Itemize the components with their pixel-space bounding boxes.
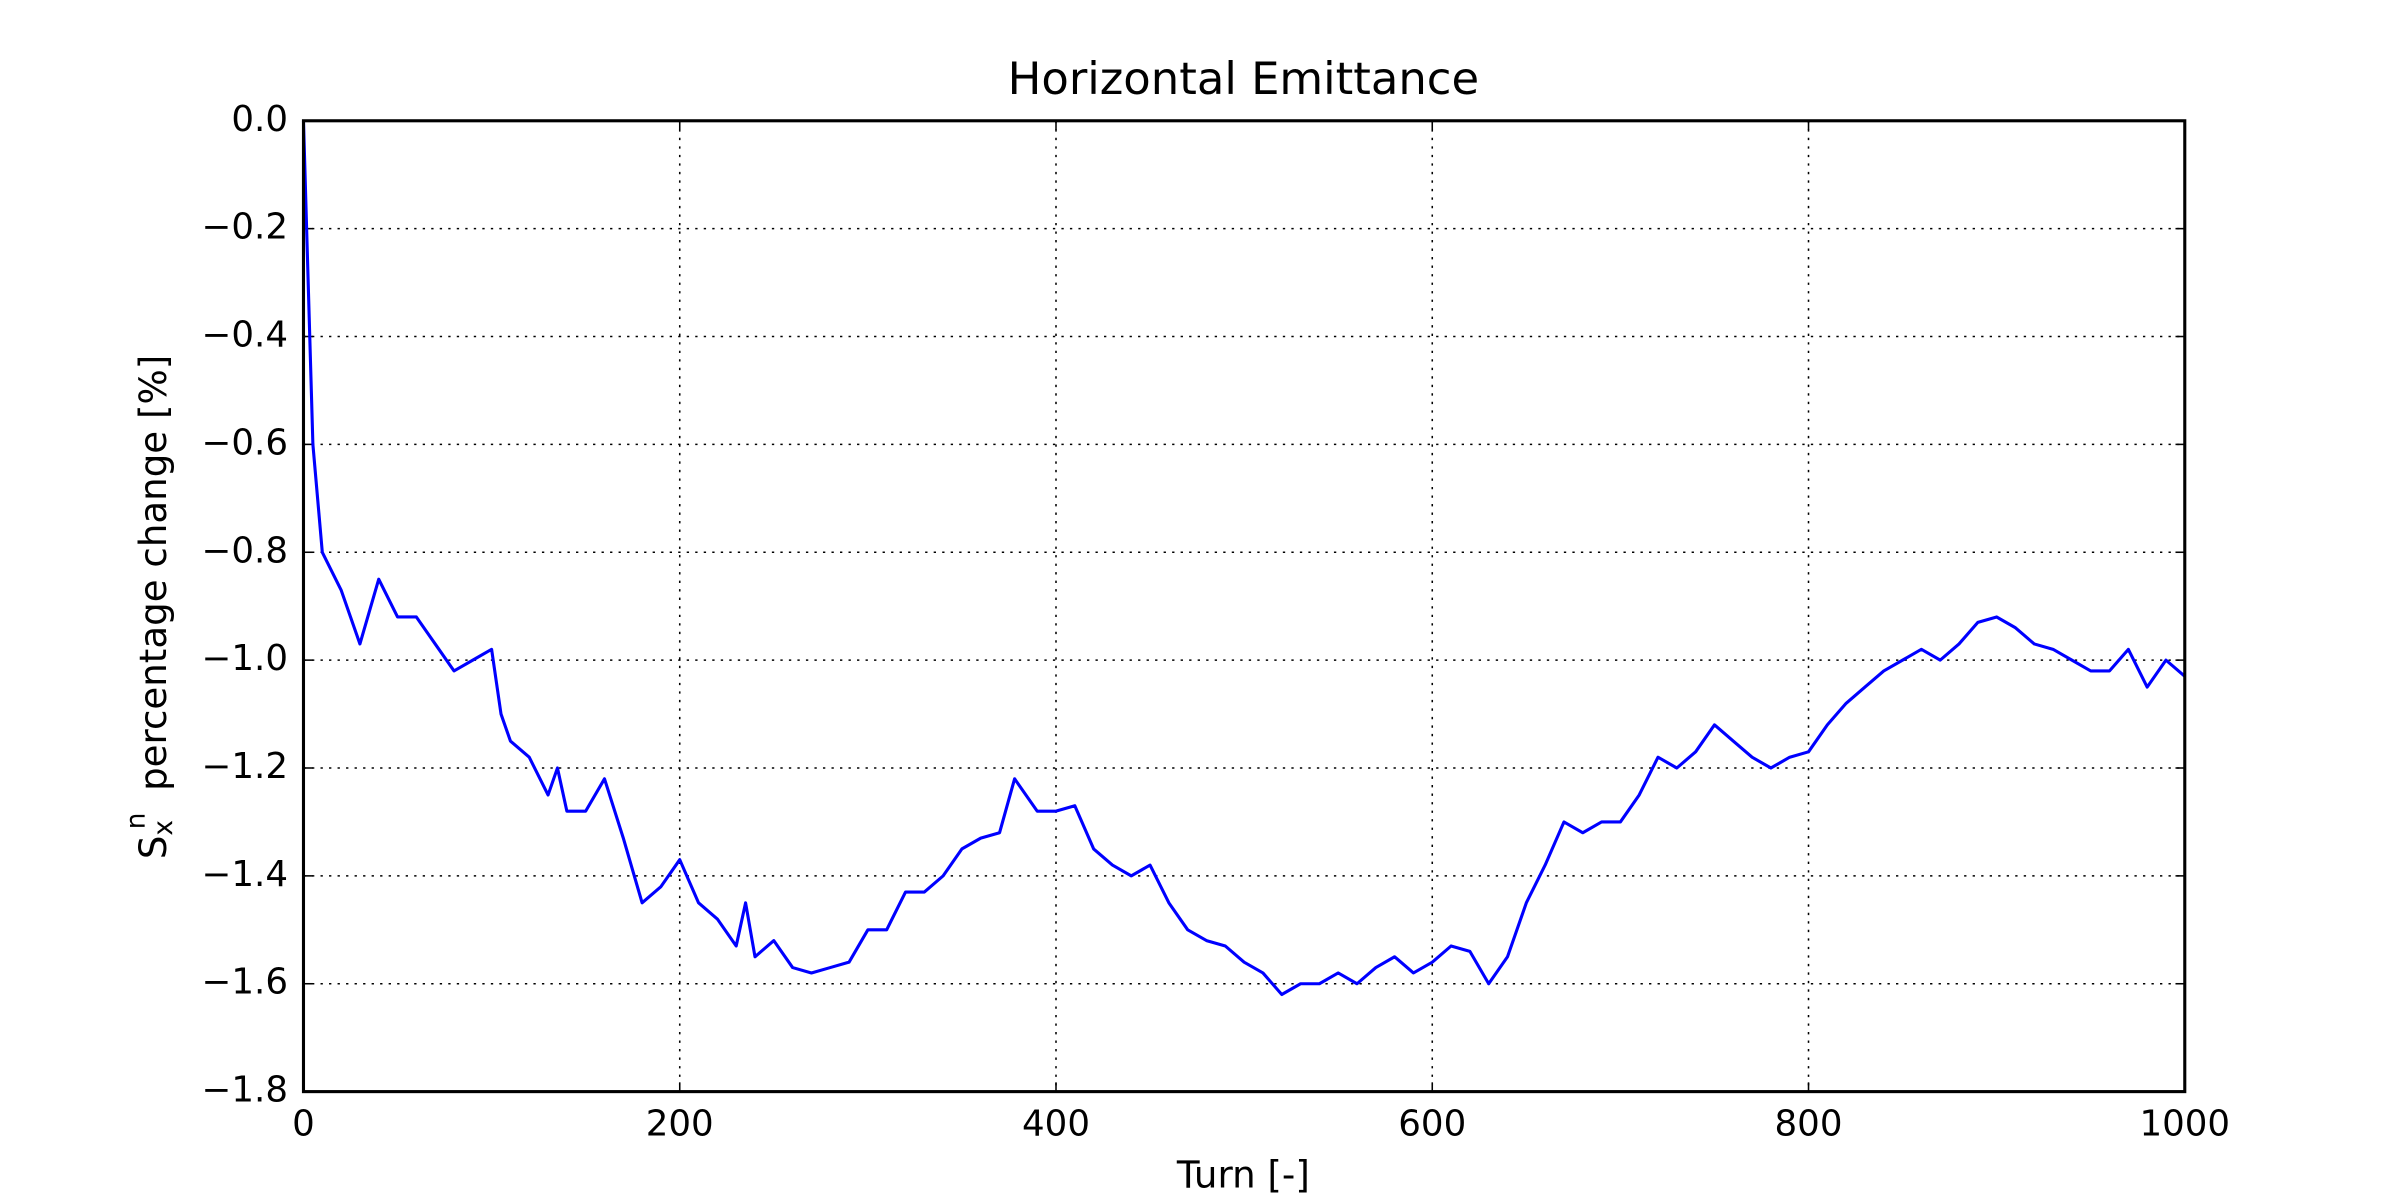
x-tick-label: 200	[646, 1104, 714, 1145]
y-label-text: percentage change [%]	[131, 355, 174, 791]
y-axis-label-text: Sxn percentage change [%]	[121, 355, 179, 859]
y-tick-label: −1.8	[202, 1070, 288, 1111]
y-tick-label: −1.0	[202, 638, 288, 679]
y-tick-label: −0.8	[202, 530, 288, 571]
x-tick-label: 0	[292, 1104, 315, 1145]
data-line	[301, 120, 2186, 997]
y-tick-label: −0.2	[202, 207, 288, 248]
y-tick-label: −0.4	[202, 315, 288, 356]
y-label-base: S	[131, 836, 174, 860]
plot-frame	[301, 119, 2187, 1094]
y-tick-label: −1.2	[202, 746, 288, 787]
y-label-sup: n	[121, 813, 151, 830]
y-tick-label: −1.4	[202, 854, 288, 895]
x-tick-label: 400	[1022, 1104, 1090, 1145]
y-tick-label: −0.6	[202, 422, 288, 463]
x-tick-label: 600	[1398, 1104, 1466, 1145]
y-axis-label: Sxn percentage change [%]	[121, 355, 179, 859]
y-tick-label: −1.6	[202, 962, 288, 1003]
y-tick-label: 0.0	[231, 99, 288, 140]
y-label-sub: x	[149, 820, 179, 836]
x-tick-label: 800	[1775, 1104, 1843, 1145]
x-axis-label: Turn [-]	[1176, 1153, 1310, 1196]
chart-title: Horizontal Emittance	[1008, 52, 1480, 105]
x-tick-label: 1000	[2139, 1104, 2230, 1145]
